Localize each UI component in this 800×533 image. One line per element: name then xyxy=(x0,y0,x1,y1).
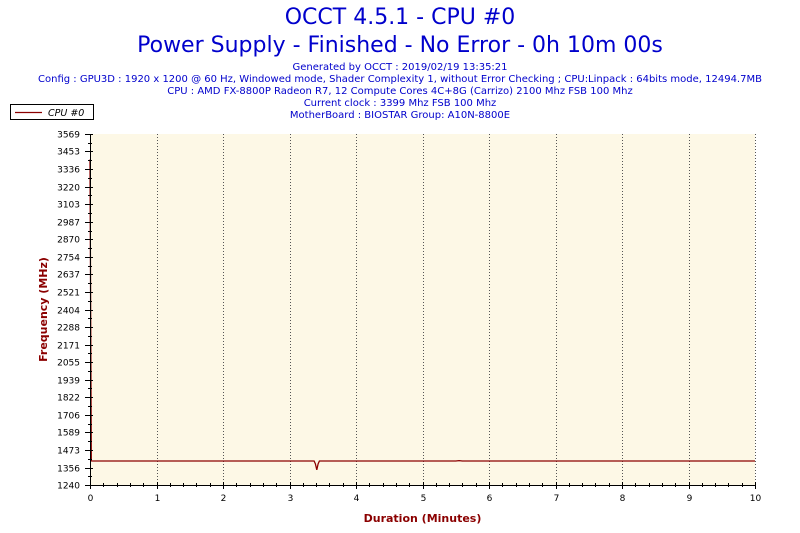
y-tick-label: 1706 xyxy=(57,412,80,422)
legend-label: CPU #0 xyxy=(48,108,84,119)
y-axis-title: Frequency (MHz) xyxy=(37,257,50,362)
x-tick-label: 7 xyxy=(554,494,560,504)
x-tick-label: 9 xyxy=(687,494,693,504)
y-tick-label: 1473 xyxy=(57,447,80,457)
y-tick-label: 2987 xyxy=(57,219,80,229)
x-tick-label: 2 xyxy=(221,494,227,504)
x-tick-label: 8 xyxy=(620,494,626,504)
x-tick-label: 1 xyxy=(155,494,161,504)
legend-box xyxy=(10,104,94,120)
y-tick-label: 1589 xyxy=(57,429,80,439)
chart-title: OCCT 4.5.1 - CPU #0 xyxy=(284,5,516,30)
y-tick-label: 1356 xyxy=(57,465,80,475)
x-tick-label: 5 xyxy=(421,494,427,504)
chart-subtitle: Power Supply - Finished - No Error - 0h … xyxy=(137,33,663,58)
x-tick-label: 3 xyxy=(288,494,294,504)
y-tick-label: 3220 xyxy=(57,184,80,194)
x-tick-label: 10 xyxy=(750,494,762,504)
y-tick-label: 2055 xyxy=(57,359,80,369)
x-axis-title: Duration (Minutes) xyxy=(364,512,482,525)
x-tick-label: 4 xyxy=(354,494,360,504)
y-tick-label: 2171 xyxy=(57,342,80,352)
y-tick-label: 2870 xyxy=(57,236,80,246)
y-tick-label: 3336 xyxy=(57,166,80,176)
x-tick-label: 6 xyxy=(487,494,493,504)
y-tick-label: 1822 xyxy=(57,394,80,404)
y-tick-label: 2754 xyxy=(57,254,80,264)
y-tick-label: 3453 xyxy=(57,148,80,158)
y-tick-label: 3569 xyxy=(57,131,80,141)
x-tick-label: 0 xyxy=(88,494,94,504)
series-line-cpu0 xyxy=(89,159,755,471)
plot-area xyxy=(90,134,755,485)
y-tick-label: 2521 xyxy=(57,289,80,299)
info-config: Config : GPU3D : 1920 x 1200 @ 60 Hz, Wi… xyxy=(38,74,762,85)
y-tick-label: 2404 xyxy=(57,307,80,317)
y-tick-label: 2637 xyxy=(57,271,80,281)
info-motherboard: MotherBoard : BIOSTAR Group: A10N-8800E xyxy=(289,110,511,121)
y-tick-label: 3103 xyxy=(57,201,80,211)
y-tick-label: 1240 xyxy=(57,482,80,492)
y-tick-label: 2288 xyxy=(57,324,80,334)
y-tick-label: 1939 xyxy=(57,377,80,387)
info-cpu: CPU : AMD FX-8800P Radeon R7, 12 Compute… xyxy=(167,86,633,97)
info-generated: Generated by OCCT : 2019/02/19 13:35:21 xyxy=(292,62,508,73)
info-current-clock: Current clock : 3399 Mhz FSB 100 Mhz xyxy=(303,98,497,109)
